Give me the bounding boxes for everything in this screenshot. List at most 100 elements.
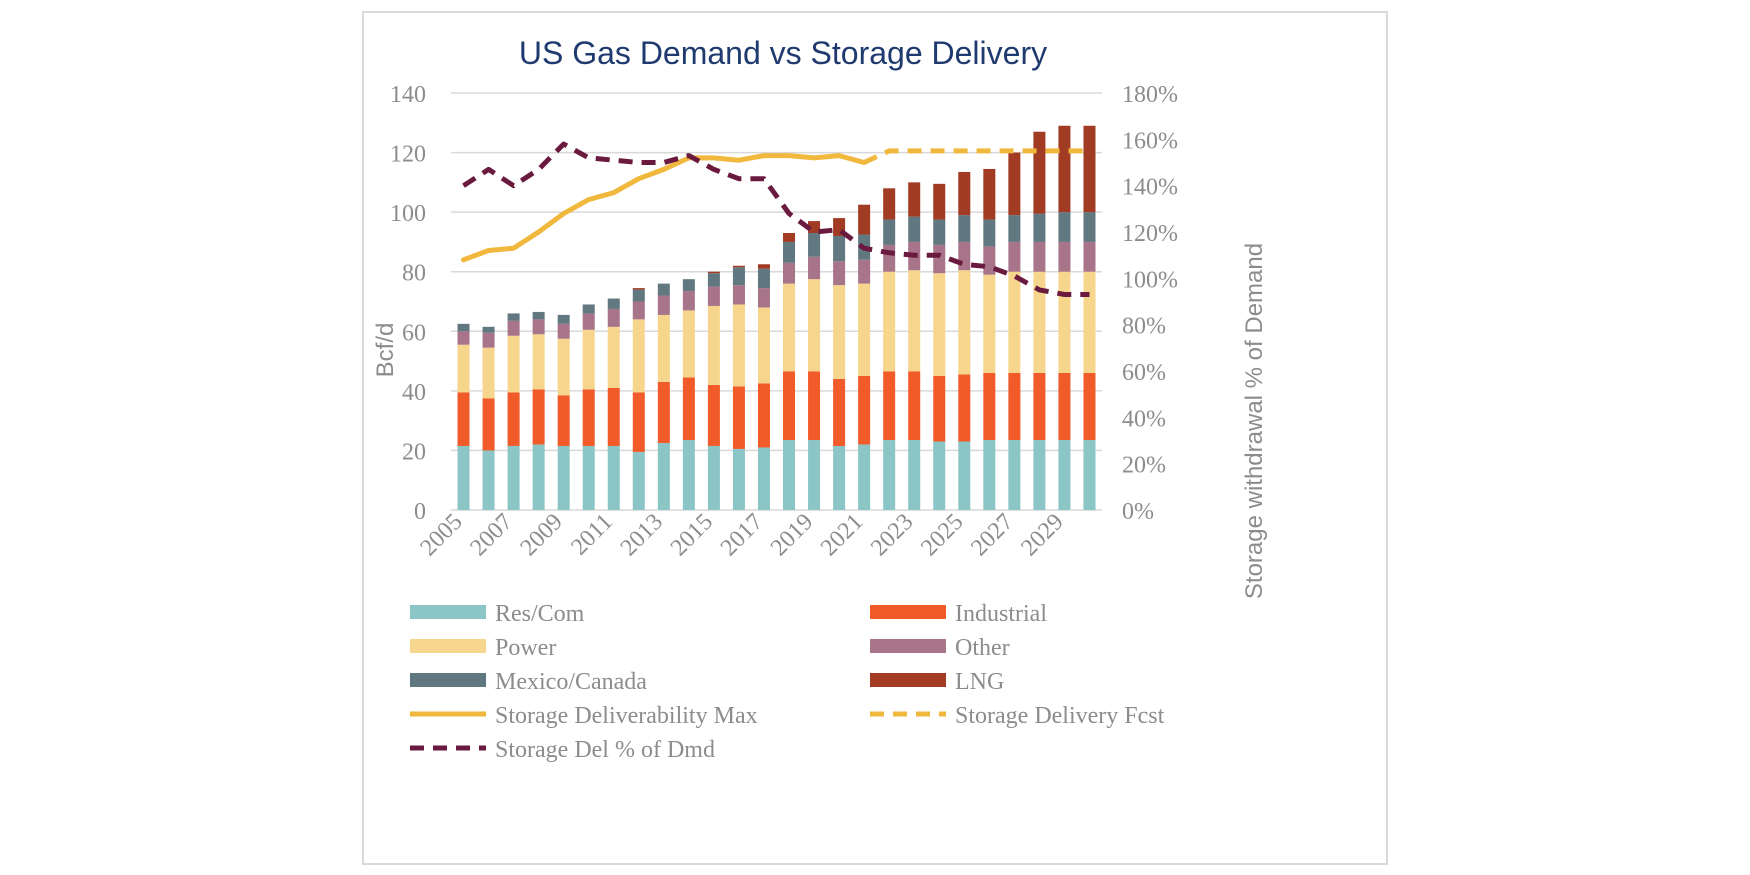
bar-other <box>507 320 520 336</box>
bar-res-com <box>1058 440 1071 510</box>
bar-industrial <box>858 375 871 445</box>
legend-other-label: Other <box>955 635 1010 661</box>
bar-res-com <box>482 450 495 510</box>
bar-power <box>507 335 520 393</box>
bar-other <box>983 246 996 275</box>
bar-power <box>732 304 745 387</box>
bar-power <box>482 347 495 399</box>
bar-res-com <box>1083 440 1096 510</box>
bar-mexico-canada <box>657 283 670 296</box>
bar-other <box>808 256 821 280</box>
bar-industrial <box>1058 372 1071 441</box>
bar-other <box>582 313 595 330</box>
line-storage-del-of-dmd <box>462 141 1090 297</box>
bar-res-com <box>933 441 946 510</box>
bar-lng <box>958 171 971 216</box>
lines <box>461 141 1090 297</box>
bar-other <box>783 262 796 284</box>
bar-other <box>657 295 670 315</box>
bar-power <box>457 344 470 393</box>
bar-industrial <box>757 383 770 448</box>
y-tick-label: 120 <box>390 142 426 168</box>
bar-lng <box>732 265 745 268</box>
bar-res-com <box>682 440 695 510</box>
bar-res-com <box>833 445 846 510</box>
bar-power <box>1058 271 1071 373</box>
bar-industrial <box>507 392 520 446</box>
bar-lng <box>757 264 770 269</box>
bar-industrial <box>983 372 996 441</box>
bar-power <box>808 279 821 372</box>
legend-industrial-swatch <box>870 605 946 619</box>
bar-power <box>958 270 971 375</box>
x-tick-label: 2021 <box>816 509 868 561</box>
bar-mexico-canada <box>933 219 946 245</box>
bar-mexico-canada <box>457 323 470 332</box>
bar-other <box>883 244 896 272</box>
bar-mexico-canada <box>808 232 821 257</box>
bar-mexico-canada <box>707 273 720 287</box>
bar-res-com <box>532 444 545 510</box>
bar-power <box>657 314 670 382</box>
bar-industrial <box>457 392 470 446</box>
bar-lng <box>858 204 871 235</box>
bar-lng <box>632 288 645 290</box>
bar-power <box>532 334 545 390</box>
bar-other <box>933 244 946 274</box>
bar-res-com <box>858 444 871 510</box>
bar-res-com <box>732 448 745 510</box>
bar-other <box>682 291 695 311</box>
bar-power <box>908 270 921 372</box>
bar-res-com <box>808 440 821 510</box>
bar-power <box>707 305 720 385</box>
bar-lng <box>1033 131 1046 214</box>
bar-mexico-canada <box>783 241 796 263</box>
axis-ticks: 0 20 40 60 80 100 120 140 0% 20% 40% 60% 80% 100% 120%… <box>390 82 1178 561</box>
y2-tick-label: 60% <box>1122 360 1166 386</box>
bar-mexico-canada <box>732 267 745 286</box>
bar-res-com <box>883 440 896 510</box>
bar-industrial <box>557 395 570 446</box>
x-tick-label: 2011 <box>566 509 618 561</box>
line-storage-deliverability-max <box>461 153 867 263</box>
legend-mexico-canada-label: Mexico/Canada <box>495 669 647 695</box>
bar-mexico-canada <box>1058 212 1071 242</box>
bar-industrial <box>732 386 745 449</box>
bar-other <box>858 259 871 284</box>
legend-storage-deliverability-max-label: Storage Deliverability Max <box>495 703 758 729</box>
y2-tick-label: 120% <box>1122 221 1178 247</box>
bar-industrial <box>1008 372 1021 441</box>
bar-mexico-canada <box>883 219 896 245</box>
bar-power <box>557 338 570 396</box>
bar-res-com <box>507 445 520 510</box>
x-tick-label: 2023 <box>866 509 918 561</box>
bar-power <box>1033 271 1046 373</box>
bar-other <box>1058 241 1071 272</box>
y-tick-label: 20 <box>402 439 426 465</box>
bar-res-com <box>908 440 921 510</box>
x-tick-label: 2013 <box>616 509 668 561</box>
chart-svg: US Gas Demand vs Storage Delivery 0 20 40 6… <box>372 35 1268 763</box>
bar-mexico-canada <box>607 298 620 309</box>
bar-lng <box>908 182 921 217</box>
bar-other <box>607 308 620 327</box>
x-tick-label: 2015 <box>666 509 718 561</box>
bar-lng <box>883 188 896 220</box>
y2-tick-label: 140% <box>1122 175 1178 201</box>
bar-mexico-canada <box>757 268 770 289</box>
bar-industrial <box>532 389 545 445</box>
y-tick-label: 0 <box>414 499 426 525</box>
bar-mexico-canada <box>582 304 595 314</box>
x-tick-label: 2017 <box>716 509 768 561</box>
y-tick-label: 100 <box>390 201 426 227</box>
bar-lng <box>1083 125 1096 213</box>
bar-mexico-canada <box>557 314 570 324</box>
y2-tick-label: 20% <box>1122 453 1166 479</box>
bar-industrial <box>607 387 620 446</box>
bar-other <box>1033 241 1046 272</box>
bar-other <box>557 323 570 339</box>
bar-mexico-canada <box>482 326 495 333</box>
bar-power <box>682 310 695 378</box>
bar-res-com <box>783 440 796 510</box>
bar-lng <box>707 271 720 274</box>
